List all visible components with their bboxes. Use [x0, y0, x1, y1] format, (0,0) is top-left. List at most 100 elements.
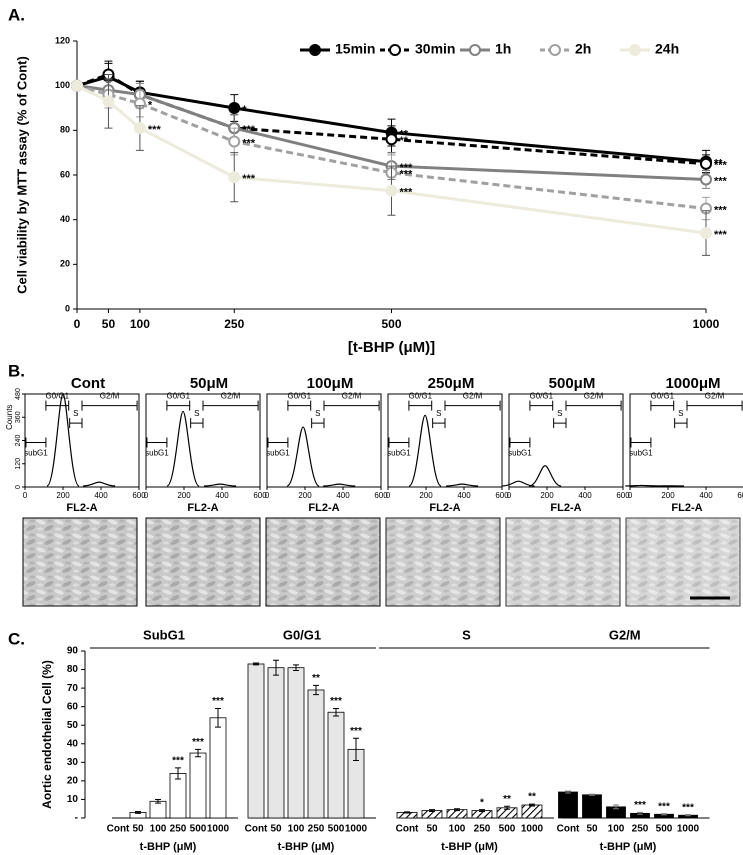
y-tick-label: 60 — [60, 169, 70, 179]
x-tick-label: 1000 — [677, 824, 700, 835]
histogram-peak — [46, 393, 80, 487]
error-bar — [353, 737, 359, 761]
legend-label: 1h — [495, 41, 511, 57]
marker — [228, 102, 241, 114]
x-tick-label: 600 — [253, 491, 267, 500]
legend-marker — [309, 44, 321, 56]
gate — [287, 400, 312, 411]
gate-label: subG1 — [266, 449, 290, 458]
x-axis-label: [t-BHP (μM)] — [348, 339, 435, 356]
significance: *** — [330, 696, 342, 707]
legend-marker — [389, 44, 401, 56]
x-axis-label: FL2-A — [308, 502, 339, 514]
significance: ** — [400, 135, 409, 147]
y-tick-label: 40 — [67, 738, 79, 749]
gate — [202, 400, 259, 411]
legend-label: 30min — [415, 41, 455, 57]
y-tick-label: 0 — [15, 485, 22, 489]
micrograph — [385, 517, 501, 607]
histogram-title: 250μM — [428, 375, 475, 392]
y-tick-label: 20 — [60, 259, 70, 269]
y-tick-label: 80 — [60, 125, 70, 135]
x-tick-label: Cont — [557, 824, 580, 835]
x-tick-label: 0 — [265, 491, 270, 500]
y-tick-label: 70 — [67, 683, 79, 694]
x-tick-label: 200 — [177, 491, 191, 500]
error-bar — [529, 803, 535, 807]
histogram-peak — [502, 480, 535, 487]
histogram-peak — [323, 483, 356, 487]
gate-label: subG1 — [387, 449, 411, 458]
x-axis-label: t-BHP (μM) — [140, 841, 197, 853]
y-tick-label: - — [75, 813, 78, 824]
y-tick-label: 120 — [15, 458, 22, 470]
y-tick-label: 80 — [67, 664, 79, 675]
gate — [69, 418, 83, 429]
gate — [408, 400, 433, 411]
x-axis-label: t-BHP (μM) — [278, 841, 335, 853]
x-tick-label: 500 — [656, 824, 673, 835]
y-axis-label: Counts — [5, 405, 14, 430]
histogram-title: 1000μM — [665, 375, 720, 392]
x-axis-label: FL2-A — [66, 502, 97, 514]
error-bar — [613, 804, 619, 810]
histogram-title: Cont — [71, 375, 105, 392]
x-tick-label: 50 — [586, 824, 598, 835]
legend-marker — [549, 44, 561, 56]
marker — [700, 173, 712, 186]
x-tick-label: 250 — [224, 317, 244, 331]
gate — [432, 418, 446, 429]
x-tick-label: 500 — [328, 824, 345, 835]
x-tick-label: 0 — [74, 317, 81, 331]
x-tick-label: 500 — [381, 317, 401, 331]
significance: *** — [148, 124, 162, 136]
gate — [553, 418, 567, 429]
gate-label: G2/M — [221, 392, 241, 401]
y-axis-label: Aortic endothelial Cell (%) — [40, 660, 54, 809]
error-bar — [404, 811, 410, 814]
gate — [81, 400, 138, 411]
significance: *** — [714, 175, 728, 187]
gate — [166, 400, 191, 411]
x-tick-label: 400 — [94, 491, 108, 500]
legend-label: 24h — [655, 41, 679, 57]
error-bar — [479, 809, 485, 813]
x-tick-label: 200 — [298, 491, 312, 500]
gate — [323, 400, 380, 411]
marker — [228, 135, 241, 148]
micrograph — [505, 517, 621, 607]
significance: *** — [658, 801, 670, 812]
x-tick-label: Cont — [245, 824, 268, 835]
x-tick-label: 250 — [474, 824, 491, 835]
micrograph — [265, 517, 381, 607]
x-tick-label: Cont — [107, 824, 130, 835]
y-tick-label: 60 — [67, 701, 79, 712]
y-tick-label: 360 — [15, 411, 22, 423]
x-tick-label: 250 — [308, 824, 325, 835]
gate — [529, 400, 554, 411]
gate-label: G0/G1 — [651, 392, 675, 401]
gate-label: subG1 — [24, 449, 48, 458]
group-label: G2/M — [609, 627, 641, 642]
error-bar — [175, 767, 181, 780]
gate — [388, 437, 410, 448]
x-axis-label: FL2-A — [550, 502, 581, 514]
bar — [327, 711, 345, 819]
x-tick-label: 100 — [130, 317, 150, 331]
x-tick-label: 100 — [449, 824, 466, 835]
marker — [228, 171, 241, 184]
gate — [190, 418, 204, 429]
significance: * — [242, 104, 247, 116]
gate-label: G2/M — [705, 392, 725, 401]
histogram-peak — [286, 426, 320, 487]
error-bar — [313, 684, 319, 696]
micrographs — [22, 517, 741, 607]
gate — [630, 437, 652, 448]
panel-label: C. — [8, 629, 25, 648]
micrograph — [145, 517, 261, 607]
x-tick-label: 200 — [540, 491, 554, 500]
x-tick-label: 1000 — [521, 824, 544, 835]
error-bar — [429, 809, 435, 813]
histogram-peak — [528, 465, 562, 487]
error-bar — [155, 798, 161, 804]
